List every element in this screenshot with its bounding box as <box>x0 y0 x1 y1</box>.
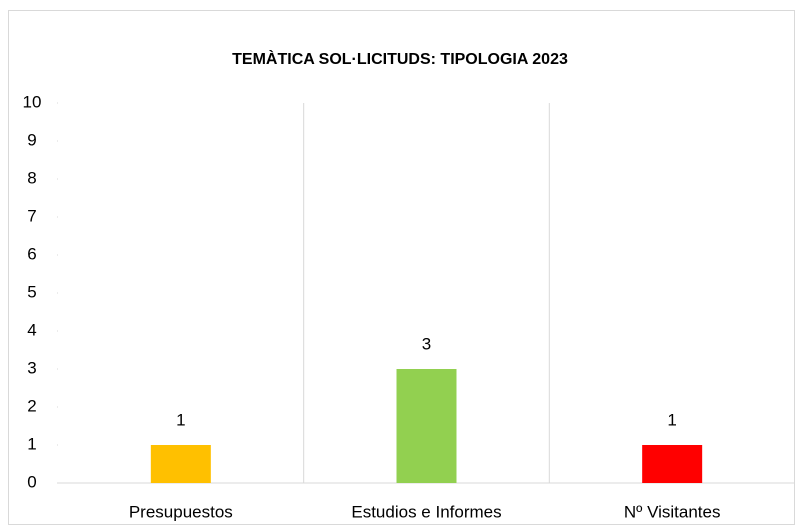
bar <box>150 445 211 483</box>
data-label: 3 <box>422 334 431 353</box>
y-tick-label: 6 <box>27 244 36 263</box>
data-label: 1 <box>176 410 185 429</box>
bar <box>396 369 457 483</box>
y-tick-label: 9 <box>27 130 36 149</box>
y-tick-label: 5 <box>27 282 36 301</box>
x-tick-label: Presupuestos <box>129 502 233 521</box>
chart-title: TEMÀTICA SOL·LICITUDS: TIPOLOGIA 2023 <box>232 49 568 68</box>
y-tick-label: 7 <box>27 206 36 225</box>
bar <box>642 445 703 483</box>
y-tick-label: 2 <box>27 396 36 415</box>
x-tick-label: Nº Visitantes <box>624 502 721 521</box>
y-tick-label: 8 <box>27 168 36 187</box>
y-tick-label: 4 <box>27 320 36 339</box>
data-label: 1 <box>667 410 676 429</box>
y-tick-label: 3 <box>27 358 36 377</box>
y-tick-label: 1 <box>27 434 36 453</box>
x-tick-label: Estudios e Informes <box>351 502 501 521</box>
y-tick-label: 10 <box>23 92 42 111</box>
y-tick-label: 0 <box>27 472 36 491</box>
